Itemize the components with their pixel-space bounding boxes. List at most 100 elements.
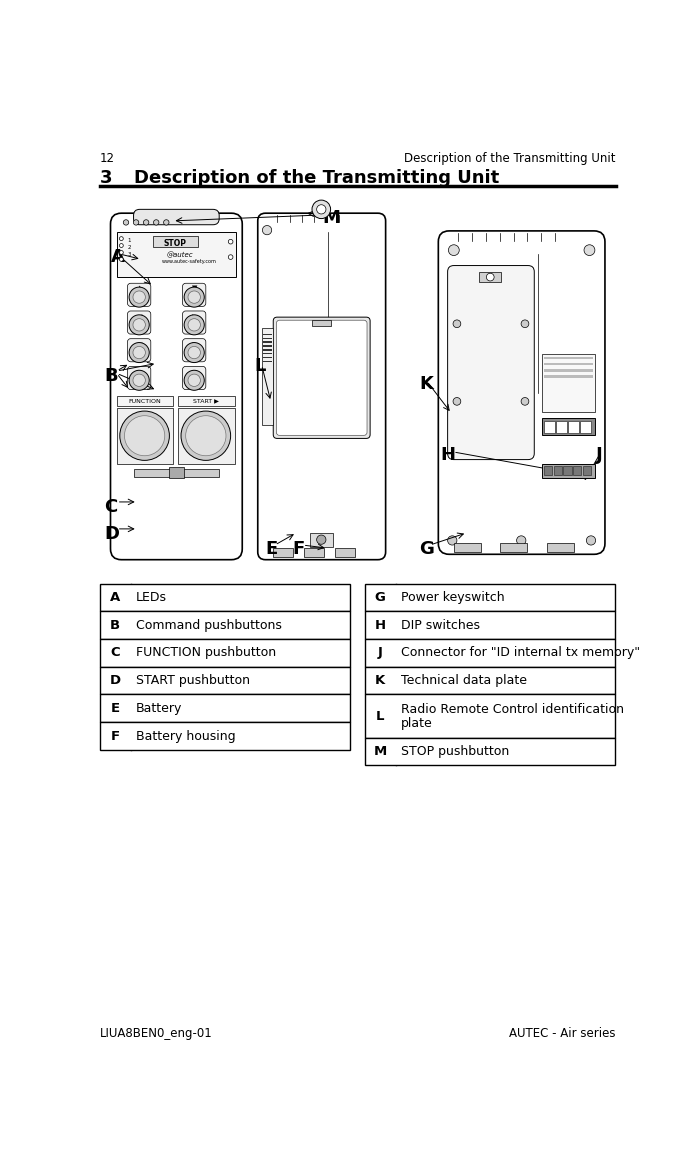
Bar bbox=[542, 354, 595, 412]
Bar bbox=[547, 543, 574, 552]
Bar bbox=[312, 320, 331, 327]
Circle shape bbox=[317, 204, 326, 214]
Text: www.autec-safety.com: www.autec-safety.com bbox=[162, 259, 217, 264]
Text: ►: ► bbox=[191, 341, 197, 347]
Bar bbox=[178, 396, 235, 406]
Bar bbox=[263, 334, 272, 335]
Text: Description of the Transmitting Unit: Description of the Transmitting Unit bbox=[404, 152, 616, 165]
Text: 2: 2 bbox=[128, 245, 131, 250]
Bar bbox=[544, 466, 552, 475]
Text: Power keyswitch: Power keyswitch bbox=[401, 591, 505, 603]
Bar bbox=[542, 419, 595, 435]
Bar bbox=[100, 694, 350, 722]
FancyBboxPatch shape bbox=[110, 214, 242, 560]
FancyBboxPatch shape bbox=[258, 214, 385, 560]
Circle shape bbox=[584, 245, 595, 256]
Circle shape bbox=[228, 254, 233, 259]
Text: D: D bbox=[110, 675, 121, 687]
FancyBboxPatch shape bbox=[183, 310, 206, 334]
Circle shape bbox=[447, 536, 457, 545]
Text: H: H bbox=[440, 447, 456, 464]
Bar bbox=[100, 612, 350, 640]
Bar bbox=[304, 548, 324, 558]
Text: ◄: ◄ bbox=[137, 341, 142, 347]
Bar bbox=[364, 666, 615, 694]
Circle shape bbox=[184, 287, 205, 307]
Bar bbox=[364, 694, 615, 738]
Circle shape bbox=[129, 287, 149, 307]
Circle shape bbox=[228, 239, 233, 244]
Circle shape bbox=[262, 225, 272, 235]
Text: G: G bbox=[419, 540, 434, 559]
Text: START ▶: START ▶ bbox=[193, 399, 218, 404]
Text: K: K bbox=[419, 375, 433, 393]
Text: AUTEC - Air series: AUTEC - Air series bbox=[510, 1027, 616, 1040]
Bar bbox=[100, 584, 350, 612]
Text: A: A bbox=[110, 591, 120, 603]
Bar bbox=[263, 357, 272, 358]
Circle shape bbox=[521, 398, 529, 405]
Circle shape bbox=[586, 536, 595, 545]
Circle shape bbox=[317, 534, 326, 544]
FancyBboxPatch shape bbox=[128, 338, 151, 362]
Text: Command pushbuttons: Command pushbuttons bbox=[136, 619, 282, 631]
Circle shape bbox=[133, 291, 145, 303]
Circle shape bbox=[120, 411, 170, 460]
Bar bbox=[364, 738, 615, 766]
FancyBboxPatch shape bbox=[183, 284, 206, 307]
Text: 3: 3 bbox=[128, 252, 131, 257]
Text: M: M bbox=[322, 209, 340, 228]
Bar bbox=[100, 666, 350, 694]
FancyBboxPatch shape bbox=[273, 317, 370, 439]
Bar bbox=[152, 236, 198, 247]
Text: DIP switches: DIP switches bbox=[401, 619, 480, 631]
Circle shape bbox=[188, 291, 200, 303]
Bar bbox=[169, 467, 184, 478]
Text: ▼: ▼ bbox=[191, 286, 197, 292]
Circle shape bbox=[448, 245, 459, 256]
Bar bbox=[178, 408, 235, 464]
Text: ▲: ▲ bbox=[137, 286, 142, 292]
Bar bbox=[364, 612, 615, 640]
Bar bbox=[100, 640, 350, 666]
FancyBboxPatch shape bbox=[128, 284, 151, 307]
Text: START pushbutton: START pushbutton bbox=[136, 675, 250, 687]
Circle shape bbox=[517, 536, 526, 545]
Text: LEDs: LEDs bbox=[136, 591, 167, 603]
Circle shape bbox=[188, 347, 200, 358]
Text: C: C bbox=[110, 647, 120, 659]
Text: B: B bbox=[110, 619, 120, 631]
Circle shape bbox=[119, 251, 124, 254]
Circle shape bbox=[487, 273, 494, 281]
Text: J: J bbox=[378, 647, 383, 659]
Bar bbox=[310, 533, 333, 546]
Circle shape bbox=[453, 320, 461, 328]
Text: G: G bbox=[375, 591, 385, 603]
Text: C: C bbox=[104, 498, 117, 516]
Circle shape bbox=[143, 219, 149, 225]
Text: FUNCTION: FUNCTION bbox=[128, 399, 161, 404]
Text: L: L bbox=[376, 710, 385, 722]
Text: Battery: Battery bbox=[136, 701, 182, 715]
Bar bbox=[581, 421, 591, 433]
Bar bbox=[117, 396, 173, 406]
Circle shape bbox=[124, 219, 128, 225]
Text: F: F bbox=[110, 729, 120, 742]
Circle shape bbox=[129, 343, 149, 363]
Circle shape bbox=[181, 411, 230, 460]
Text: F: F bbox=[292, 540, 305, 559]
Bar bbox=[544, 421, 555, 433]
Bar bbox=[273, 548, 292, 558]
Circle shape bbox=[133, 319, 145, 331]
Text: D: D bbox=[104, 525, 119, 543]
Bar bbox=[454, 543, 481, 552]
Bar bbox=[500, 543, 528, 552]
FancyBboxPatch shape bbox=[276, 320, 367, 435]
Bar bbox=[335, 548, 355, 558]
Text: Technical data plate: Technical data plate bbox=[401, 675, 527, 687]
Text: FUNCTION pushbutton: FUNCTION pushbutton bbox=[136, 647, 276, 659]
Circle shape bbox=[521, 320, 529, 328]
Bar bbox=[263, 349, 272, 350]
FancyBboxPatch shape bbox=[183, 338, 206, 362]
Circle shape bbox=[129, 315, 149, 335]
